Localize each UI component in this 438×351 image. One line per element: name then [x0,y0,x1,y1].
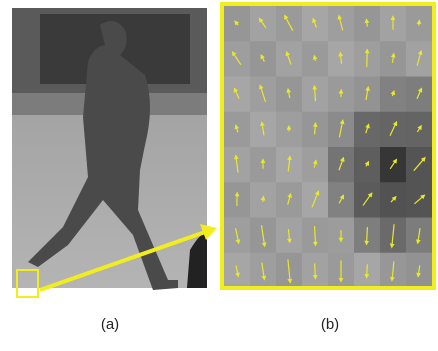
gradient-arrow [338,194,345,204]
gradient-arrow [260,195,266,202]
panel-label: (a) [101,316,119,333]
gradient-arrow [312,84,318,102]
gradient-arrow [337,14,344,31]
gradient-arrow [312,159,318,168]
gradient-arrow [413,156,426,172]
zoom-arrowhead [200,224,217,240]
gradient-arrow [364,227,370,246]
gradient-arrow [286,87,292,99]
object [187,234,207,288]
gradient-arrow [233,154,239,173]
gradient-arrow [287,192,292,205]
person [28,21,178,290]
gradient-arrow [365,85,370,101]
gradient-arrow [258,17,267,29]
gradient-arrow [364,264,370,279]
gradient-arrow [259,84,267,102]
zoom-frame [220,2,436,290]
gradient-arrow [364,160,369,167]
gradient-arrow [286,229,292,244]
gradient-arrow [312,121,318,135]
gradient-arrow [284,14,294,31]
gradient-arrow [338,156,345,171]
gradient-arrow [416,124,422,133]
panel-label: (b) [321,316,339,333]
gradient-arrow [312,54,318,61]
zoom-arrow [39,230,206,292]
gradient-arrow [260,121,265,136]
gradient-arrow [312,263,318,280]
gradient-arrow [338,51,344,64]
gradient-arrow [362,192,373,206]
gradient-arrow [390,195,397,203]
gradient-arrow [261,262,267,281]
gradient-arrow [416,49,423,66]
photo [12,8,217,298]
gradient-arrow [416,87,423,99]
gradient-arrow [390,89,396,97]
gradient-arrow [287,259,293,284]
gradient-arrow [312,17,318,28]
highlight-box [16,269,39,298]
gradient-arrow [234,20,240,26]
gradient-arrow [235,228,241,245]
gradient-arrow [365,123,370,134]
gradient-arrow [390,52,396,63]
gradient-arrow [389,261,395,282]
gradient-arrow [285,50,292,65]
gradient-arrow [338,119,345,138]
gradient-arrow [260,54,265,62]
gradient-arrow [364,18,370,27]
gradient-arrow [389,158,398,170]
gradient-arrow [287,155,292,172]
gradient-arrow [231,51,242,66]
gradient-arrow [416,265,421,278]
gradient-arrow [260,225,267,248]
gradient-arrow [234,124,240,133]
gradient-arrow [311,190,320,208]
gradient-arrow [312,226,318,247]
gradient-grid [224,6,433,289]
gradient-arrow [233,87,240,99]
gradient-arrow [415,228,421,245]
gradient-arrow [389,120,398,136]
gradient-arrow [235,265,240,278]
gradient-arrow [414,194,426,205]
gradient-arrow [389,224,395,249]
